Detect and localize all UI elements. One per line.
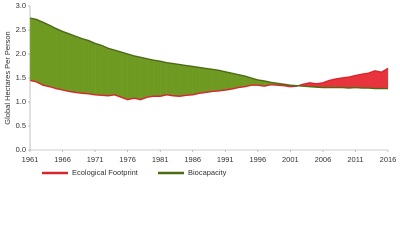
- y-axis-title: Global Hectares Per Person: [3, 31, 12, 124]
- legend-label: Biocapacity: [188, 168, 227, 177]
- gap-fill: [127, 53, 135, 100]
- x-tick-label: 1981: [152, 155, 169, 164]
- gap-fill: [231, 73, 239, 90]
- x-tick-label: 2001: [282, 155, 299, 164]
- x-tick-label: 1986: [184, 155, 201, 164]
- gap-fill: [361, 73, 369, 89]
- x-tick-label: 2016: [380, 155, 397, 164]
- gap-fill: [342, 76, 350, 89]
- y-tick-label: 3.0: [16, 1, 26, 10]
- gap-fill: [199, 67, 206, 94]
- x-tick-label: 1976: [119, 155, 136, 164]
- gap-fill: [374, 70, 382, 89]
- gap-fill: [88, 40, 96, 95]
- gap-fill: [75, 36, 83, 94]
- gap-fill: [29, 17, 37, 83]
- gap-fill: [218, 70, 226, 92]
- x-tick-label: 1966: [54, 155, 71, 164]
- gap-fill: [153, 60, 161, 97]
- gap-fill: [212, 69, 219, 92]
- gap-fill: [107, 48, 115, 96]
- gap-fill: [140, 57, 148, 100]
- x-tick-label: 1996: [249, 155, 266, 164]
- y-tick-label: 0.0: [16, 145, 26, 154]
- y-tick-label: 0.5: [16, 121, 26, 130]
- x-tick-label: 2011: [347, 155, 363, 164]
- gap-fill: [81, 38, 89, 95]
- gap-fill: [355, 73, 363, 89]
- gap-fill: [94, 43, 102, 96]
- legend-label: Ecological Footprint: [72, 168, 139, 177]
- gap-fill: [133, 55, 141, 100]
- gap-fill: [55, 28, 63, 91]
- gap-fill: [101, 45, 109, 96]
- x-tick-label: 1961: [22, 155, 39, 164]
- chart: Global Hectares Per Person 0.0 0.5 1.0 1.5 2…: [3, 1, 397, 177]
- gap-fill: [42, 22, 50, 87]
- series-line: [29, 17, 388, 90]
- gap-fill: [147, 58, 154, 98]
- gap-fill: [238, 74, 245, 88]
- x-tick-label: 2006: [315, 155, 332, 164]
- gap-fill: [120, 51, 128, 100]
- gap-fill: [166, 62, 174, 96]
- y-tick-label: 1.5: [16, 73, 26, 82]
- gap-fill: [179, 64, 187, 97]
- y-tick-label: 1.0: [16, 97, 26, 106]
- gap-fill: [173, 63, 180, 97]
- gap-fill: [160, 61, 167, 97]
- gap-fill: [225, 71, 232, 91]
- gap-fill: [62, 31, 70, 92]
- gap-fill: [36, 19, 44, 86]
- gap-fill: [186, 65, 193, 96]
- x-tick-label: 1971: [87, 155, 104, 164]
- series-line: [29, 67, 389, 101]
- y-tick-label: 2.5: [16, 25, 26, 34]
- x-tick-label: 1991: [217, 155, 234, 164]
- gap-fill: [68, 33, 76, 93]
- gap-fill: [114, 49, 122, 98]
- gap-fill: [192, 66, 200, 95]
- y-tick-label: 2.0: [16, 49, 26, 58]
- gap-fill: [49, 24, 57, 89]
- gap-fill: [205, 68, 213, 93]
